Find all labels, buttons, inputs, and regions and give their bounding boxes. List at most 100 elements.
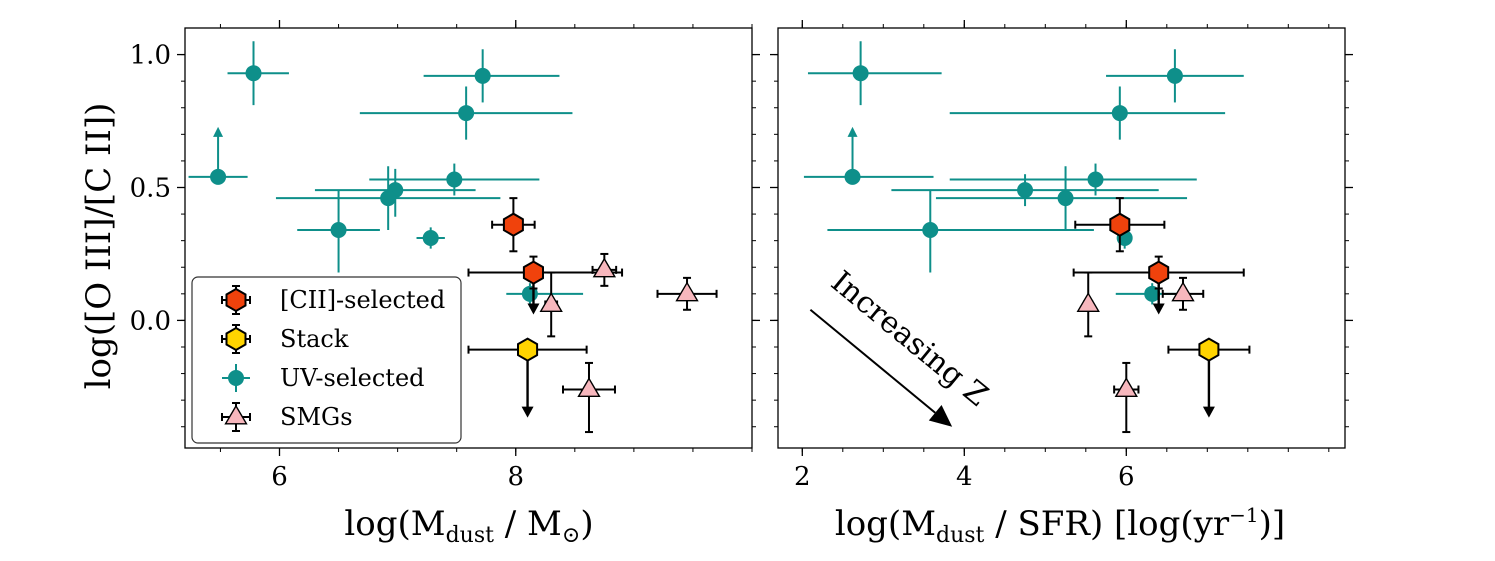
x-label-left-main: log(M <box>344 504 445 544</box>
uv-marker <box>474 67 491 84</box>
series-uv <box>803 41 1244 305</box>
uv-marker <box>1166 67 1183 84</box>
legend-marker-stack <box>225 326 247 352</box>
uv-marker <box>330 222 347 239</box>
panel-mass-over-sfr: 2 4 6 <box>770 20 1353 492</box>
smg-marker <box>675 281 699 302</box>
smg-point <box>591 252 618 287</box>
legend-label-cii: [CII]-selected <box>280 286 445 314</box>
annotation-arrow-line <box>809 309 936 414</box>
legend-label-stack: Stack <box>280 325 349 353</box>
uv-point <box>1106 49 1244 103</box>
x-label-right-sup: −1 <box>1229 503 1258 527</box>
x-tick-label: 2 <box>794 462 811 492</box>
smg-point <box>1113 361 1140 434</box>
smg-point <box>1161 276 1205 311</box>
series-uv <box>188 41 584 305</box>
uv-point <box>359 86 573 140</box>
lower-limit-arrowhead <box>847 126 858 137</box>
legend-item-smg: SMGs <box>221 402 353 432</box>
uv-point <box>949 163 1197 196</box>
series-stack <box>467 337 588 418</box>
panel-mass: 6 8 1.0 0.5 0.0 <box>130 20 760 492</box>
uv-marker <box>245 65 262 82</box>
plot-frame <box>777 27 1346 449</box>
stack-marker <box>517 337 539 362</box>
uv-point <box>275 166 501 231</box>
legend: [CII]-selected Stack UV-selected SMGs <box>191 276 462 444</box>
y-tick-label: 1.0 <box>130 41 171 71</box>
uv-marker <box>922 222 939 239</box>
uv-marker <box>1144 285 1161 302</box>
y-tick-label: 0.0 <box>130 306 171 336</box>
uv-point <box>803 126 934 185</box>
uv-marker <box>1111 105 1128 122</box>
x-label-left-rest: / M <box>494 504 562 544</box>
plot-frame <box>184 27 753 449</box>
uv-marker <box>1057 190 1074 207</box>
legend-item-stack: Stack <box>221 324 349 354</box>
upper-limit-arrowhead <box>1202 406 1215 418</box>
cii-marker <box>522 260 544 285</box>
x-label-left-sun: ⊙ <box>562 523 580 548</box>
uv-point <box>416 227 445 249</box>
smg-marker <box>1076 292 1100 312</box>
upper-limit-arrowhead <box>521 406 534 418</box>
y-axis-label: log([O III]/[C II]) <box>79 103 119 390</box>
smg-point <box>656 276 718 311</box>
x-axis-label-left: log(Mdust / M⊙) <box>344 504 593 548</box>
uv-point <box>369 163 540 196</box>
x-label-right-close: )] <box>1259 504 1286 544</box>
uv-marker <box>844 168 861 185</box>
smg-marker <box>592 257 617 278</box>
uv-point <box>227 41 289 106</box>
legend-marker-uv <box>228 370 244 386</box>
x-label-left-sub: dust <box>446 523 495 548</box>
x-tick-label: 6 <box>1118 462 1135 492</box>
x-tick-label: 4 <box>956 462 973 492</box>
x-label-right-rest: / SFR) [log(yr <box>984 504 1229 544</box>
stack-point <box>467 337 588 418</box>
x-label-right-main: log(M <box>835 504 936 544</box>
cii-marker <box>1148 260 1170 285</box>
legend-marker-smg <box>224 404 248 425</box>
uv-point <box>188 126 248 185</box>
legend-box <box>191 276 462 444</box>
uv-point <box>935 166 1188 231</box>
uv-point <box>891 174 1159 207</box>
cii-point <box>1074 197 1166 253</box>
uv-point <box>827 190 1094 273</box>
series-smg <box>539 252 718 434</box>
uv-point <box>949 86 1226 140</box>
uv-marker <box>1087 171 1104 188</box>
cii-marker <box>502 212 524 237</box>
series-smg <box>1076 271 1205 434</box>
x-label-left-close: ) <box>580 504 593 544</box>
legend-label-smg: SMGs <box>280 403 353 431</box>
uv-marker <box>458 105 475 122</box>
legend-label-uv: UV-selected <box>280 364 425 392</box>
x-tick-label: 6 <box>271 462 288 492</box>
uv-marker <box>210 168 227 185</box>
uv-marker <box>422 230 439 246</box>
x-axis-label-right: log(Mdust / SFR) [log(yr−1)] <box>835 503 1285 548</box>
smg-marker <box>1114 377 1138 398</box>
cii-point <box>491 197 536 253</box>
legend-marker-cii <box>225 287 247 313</box>
uv-point <box>423 49 560 103</box>
legend-item-uv: UV-selected <box>222 364 425 392</box>
uv-marker <box>1017 182 1034 199</box>
smg-point <box>562 361 616 434</box>
stack-point <box>1167 337 1251 418</box>
uv-point <box>807 41 942 106</box>
uv-marker <box>380 190 397 207</box>
annotation-arrowhead <box>928 405 953 427</box>
legend-item-cii: [CII]-selected <box>221 285 445 315</box>
lower-limit-arrowhead <box>213 126 224 137</box>
series-cii <box>1072 197 1245 315</box>
cii-marker <box>1109 212 1131 237</box>
smg-marker <box>539 292 563 312</box>
uv-point <box>297 190 380 273</box>
series-cii <box>467 197 624 315</box>
